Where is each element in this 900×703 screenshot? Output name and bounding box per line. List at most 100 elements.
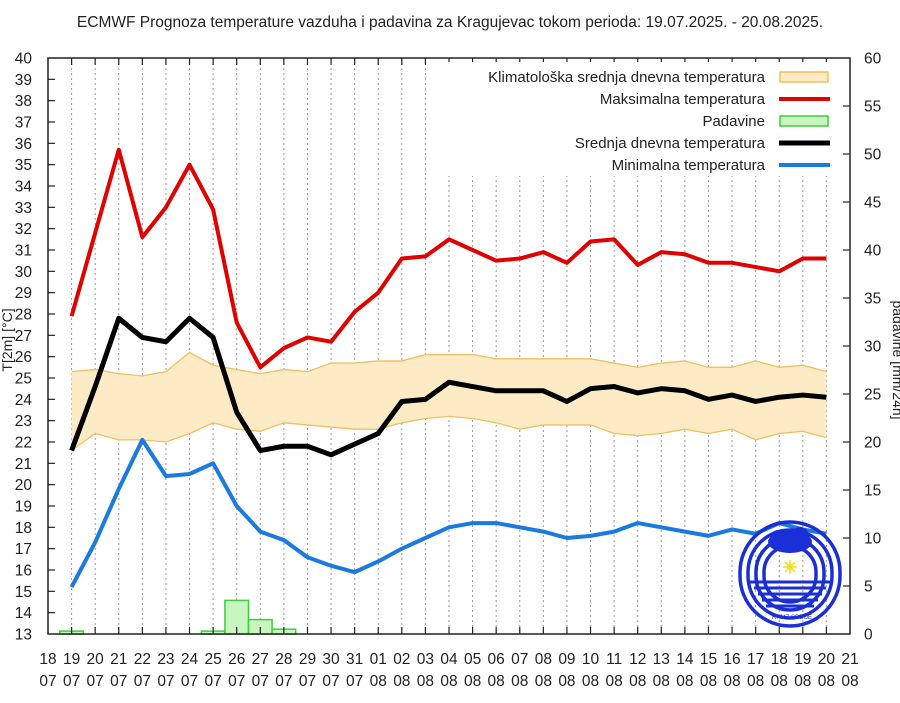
- x-tick-label-day: 06: [488, 651, 505, 668]
- x-tick-label-day: 09: [558, 651, 575, 668]
- y-tick-label: 13: [15, 627, 32, 644]
- x-tick-label-month: 08: [558, 673, 575, 690]
- x-tick-label-day: 25: [204, 651, 221, 668]
- x-tick-label-day: 03: [417, 651, 434, 668]
- logo-cloud-part: [770, 530, 786, 546]
- x-tick-label-day: 12: [629, 651, 646, 668]
- x-tick-label-month: 07: [204, 673, 221, 690]
- x-tick-label-month: 08: [605, 673, 622, 690]
- y-tick-label: 39: [15, 72, 32, 89]
- climatology-band-area: [71, 352, 827, 451]
- x-tick-label-day: 23: [157, 651, 174, 668]
- x-tick-label-day: 30: [322, 651, 340, 668]
- y-tick-label: 17: [15, 541, 32, 558]
- y-tick-label: 14: [15, 605, 33, 622]
- x-tick-label-day: 04: [440, 651, 458, 668]
- x-tick-label-day: 19: [794, 651, 811, 668]
- legend-swatch-precipitation: [779, 115, 829, 127]
- x-tick-label-day: 27: [252, 651, 269, 668]
- y-tick-label: 24: [15, 392, 33, 409]
- y-tick-label: 40: [15, 51, 33, 68]
- chart-title: ECMWF Prognoza temperature vazduha i pad…: [76, 14, 824, 31]
- x-tick-label-day: 29: [299, 651, 316, 668]
- x-tick-label-month: 07: [157, 673, 174, 690]
- x-tick-label-day: 19: [63, 651, 80, 668]
- legend-background: [440, 62, 842, 176]
- x-tick-label-month: 08: [771, 673, 788, 690]
- y-tick-label: 15: [15, 584, 32, 601]
- x-tick-label-month: 07: [252, 673, 269, 690]
- x-tick-label-day: 16: [723, 651, 740, 668]
- y-tick-label: 25: [15, 371, 32, 388]
- y-tick-label: 18: [15, 520, 32, 537]
- x-tick-label-month: 08: [582, 673, 599, 690]
- x-tick-label-day: 15: [700, 651, 717, 668]
- legend-label: Minimalna temperatura: [612, 157, 766, 174]
- logo-sun: [787, 564, 793, 570]
- x-tick-label-month: 08: [535, 673, 552, 690]
- x-tick-label-month: 07: [39, 673, 56, 690]
- x-tick-label-day: 18: [771, 651, 788, 668]
- x-tick-label-month: 07: [87, 673, 104, 690]
- y-tick-label: 36: [15, 136, 32, 153]
- x-tick-label-day: 17: [747, 651, 764, 668]
- x-tick-label-month: 08: [370, 673, 387, 690]
- x-tick-label-month: 08: [464, 673, 481, 690]
- y-tick-label: 30: [15, 264, 33, 281]
- x-tick-label-month: 08: [440, 673, 457, 690]
- x-tick-label-month: 07: [322, 673, 339, 690]
- legend-label: Srednja dnevna temperatura: [575, 135, 766, 152]
- x-tick-label-month: 07: [228, 673, 245, 690]
- y-tick-label: 35: [15, 157, 32, 174]
- y2-tick-label: 5: [864, 579, 873, 596]
- max-temperature-line: [69, 147, 827, 370]
- y2-tick-label: 45: [864, 195, 881, 212]
- y-tick-label: 31: [15, 243, 32, 260]
- x-tick-label-day: 07: [511, 651, 528, 668]
- x-tick-label-day: 02: [393, 651, 410, 668]
- x-tick-label-day: 22: [134, 651, 151, 668]
- legend-label: Padavine: [702, 113, 765, 130]
- x-tick-label-day: 01: [370, 651, 387, 668]
- x-tick-label-day: 13: [653, 651, 670, 668]
- x-tick-label-day: 24: [181, 651, 199, 668]
- y-axis-left: 13 14 15 16 17 18 19 20 21 22 23 24 25 26 27 28 29 30 31 32…: [15, 51, 55, 644]
- x-tick-label-month: 07: [134, 673, 151, 690]
- x-tick-label-month: 08: [676, 673, 693, 690]
- temperature-lines: [69, 147, 827, 588]
- logo-arc: [738, 520, 842, 628]
- x-tick-label-day: 10: [582, 651, 600, 668]
- y-tick-label: 34: [15, 179, 33, 196]
- y-tick-label: 22: [15, 435, 32, 452]
- x-tick-label-month: 07: [181, 673, 198, 690]
- x-tick-label-month: 08: [511, 673, 528, 690]
- x-tick-label-day: 14: [676, 651, 694, 668]
- x-tick-label-month: 07: [275, 673, 292, 690]
- y-tick-label: 33: [15, 200, 32, 217]
- y-tick-label: 21: [15, 456, 32, 473]
- y-tick-label: 19: [15, 499, 32, 516]
- x-tick-label-month: 07: [63, 673, 80, 690]
- x-tick-label-month: 08: [841, 673, 858, 690]
- y-tick-label: 27: [15, 328, 32, 345]
- climatology-band: [71, 351, 827, 452]
- y2-tick-label: 35: [864, 291, 881, 308]
- x-tick-label-month: 08: [629, 673, 646, 690]
- x-tick-label-day: 11: [606, 651, 622, 668]
- y-tick-label: 38: [15, 93, 32, 110]
- x-tick-label-day: 05: [464, 651, 481, 668]
- y-tick-label: 29: [15, 285, 32, 302]
- y-tick-label: 26: [15, 349, 32, 366]
- y2-tick-label: 25: [864, 387, 881, 404]
- y-axis-label: T[2m] [°C]: [0, 308, 15, 371]
- x-tick-label-month: 08: [653, 673, 670, 690]
- x-tick-label-day: 18: [39, 651, 56, 668]
- x-tick-label-month: 07: [110, 673, 127, 690]
- y2-tick-label: 10: [864, 531, 882, 548]
- legend-swatch-climatology: [779, 71, 829, 83]
- y-axis-right: 0 5 10 15 20 25 30 35 40 45 50 55 60: [843, 51, 882, 644]
- x-tick-label-day: 31: [346, 651, 363, 668]
- x-tick-label-month: 08: [794, 673, 811, 690]
- legend-label: Maksimalna temperatura: [600, 91, 766, 108]
